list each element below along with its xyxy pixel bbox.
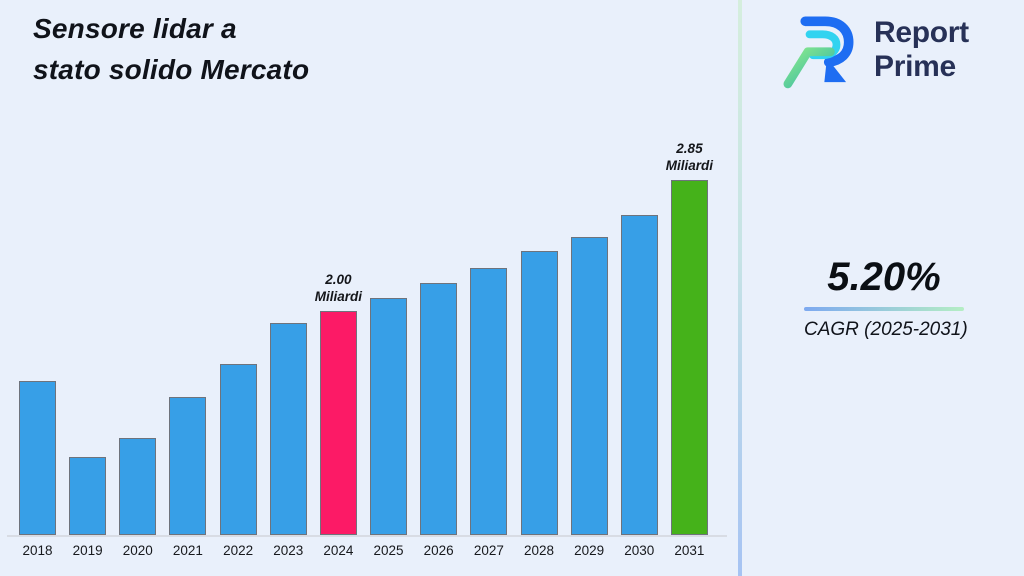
section-divider xyxy=(738,0,742,576)
bar-2019 xyxy=(69,457,107,535)
cagr-label: CAGR (2025-2031) xyxy=(804,319,968,340)
annotation-unit: Miliardi xyxy=(314,289,363,304)
x-tick-label-2030: 2030 xyxy=(624,543,655,558)
cagr-panel: 5.20% CAGR (2025-2031) xyxy=(804,255,968,341)
bar-2020 xyxy=(119,438,157,535)
x-tick-label-2028: 2028 xyxy=(523,543,555,558)
x-tick-label-2027: 2027 xyxy=(473,543,504,558)
annotation-value: 2.00 xyxy=(325,272,352,287)
bar-2026 xyxy=(420,283,458,535)
brand-name-line1: Report xyxy=(874,16,969,49)
brand-logo: Report Prime xyxy=(780,10,969,90)
x-tick-label-2024: 2024 xyxy=(323,543,354,558)
bar-2031 xyxy=(670,180,708,535)
bar-2025 xyxy=(370,298,408,535)
bar-2021 xyxy=(169,397,207,535)
page-title-line1: Sensore lidar a xyxy=(33,13,237,44)
bar-2028 xyxy=(520,251,558,535)
x-tick-label-2023: 2023 xyxy=(273,543,304,558)
report-prime-logo-icon xyxy=(783,16,854,89)
x-tick-label-2019: 2019 xyxy=(72,543,103,558)
bar-2024 xyxy=(319,311,357,535)
cagr-underline xyxy=(804,307,964,311)
page-title-line2: stato solido Mercato xyxy=(33,54,310,85)
bar-2029 xyxy=(570,237,608,535)
annotation-value: 2.85 xyxy=(676,141,703,156)
cagr-value: 5.20% xyxy=(827,255,941,299)
bar-2022 xyxy=(219,364,257,535)
bar-2018 xyxy=(19,381,56,535)
x-tick-label-2020: 2020 xyxy=(122,543,153,558)
x-tick-label-2021: 2021 xyxy=(172,543,203,558)
annotation-unit: Miliardi xyxy=(665,158,714,173)
brand-name: Report Prime xyxy=(874,16,969,84)
x-tick-label-2022: 2022 xyxy=(223,543,254,558)
page-title: Sensore lidar a stato solido Mercato xyxy=(33,8,309,90)
x-tick-label-2026: 2026 xyxy=(423,543,454,558)
x-tick-label-2031: 2031 xyxy=(674,543,705,558)
x-tick-label-2029: 2029 xyxy=(574,543,605,558)
bar-2030 xyxy=(620,215,658,535)
x-tick-label-2018: 2018 xyxy=(22,543,53,558)
brand-name-line2: Prime xyxy=(874,50,956,83)
bar-chart: 2018 2019 2020 2021 2022 2023 2024 2.00 Miliardi… xyxy=(7,141,727,558)
bar-annotation-2024: 2.00 Miliardi xyxy=(283,271,393,305)
bar-2023 xyxy=(269,323,307,535)
x-tick-label-2025: 2025 xyxy=(373,543,404,558)
bar-2027 xyxy=(470,268,508,535)
x-axis-line xyxy=(7,535,727,537)
bar-annotation-2031: 2.85 Miliardi xyxy=(634,140,744,174)
